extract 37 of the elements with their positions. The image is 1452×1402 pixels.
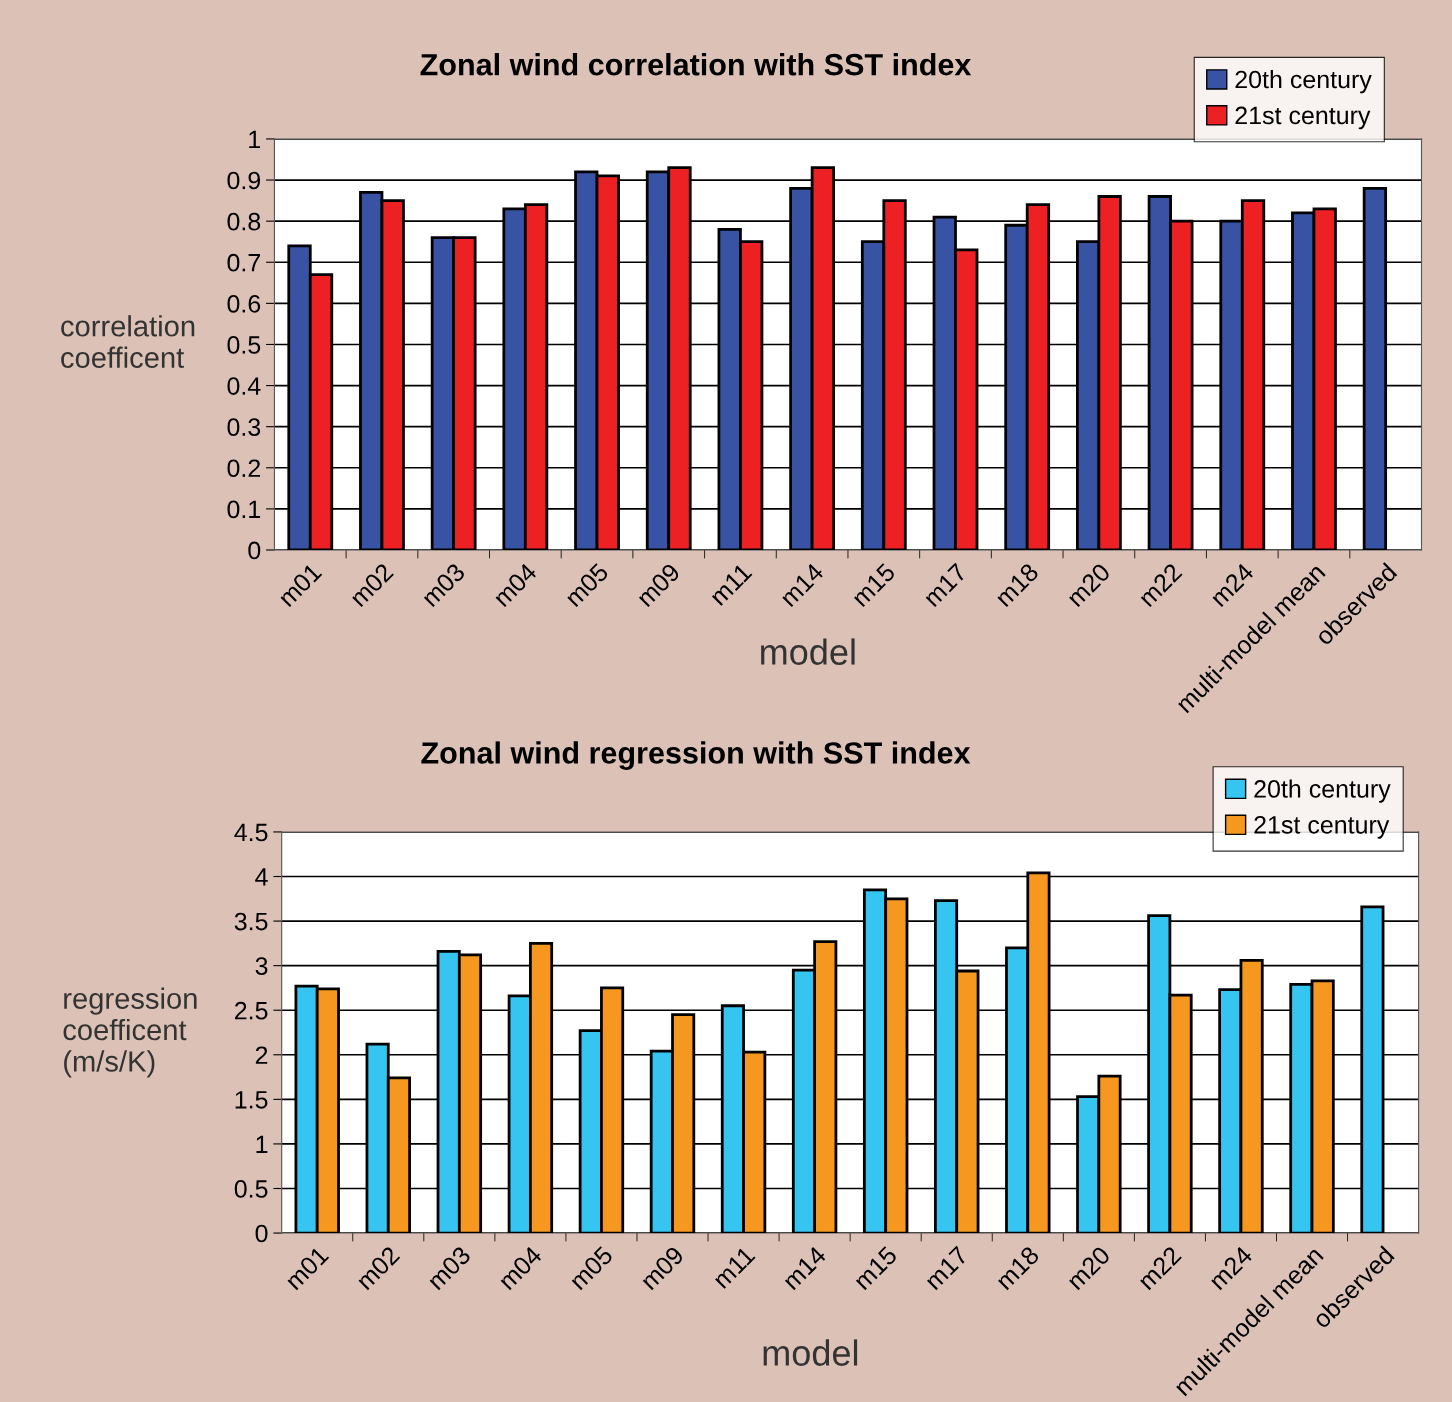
legend-label: 20th century bbox=[1235, 70, 1372, 94]
y-tick-label: 1.5 bbox=[235, 1091, 268, 1109]
y-tick-label: 0.5 bbox=[234, 1180, 268, 1198]
legend-label: 20th century bbox=[1254, 779, 1391, 803]
y-tick-label: 2 bbox=[255, 1046, 268, 1064]
y-tick-label: 0.1 bbox=[227, 500, 261, 519]
y-tick-label: 3.5 bbox=[234, 912, 268, 931]
y-tick-label: 0.3 bbox=[227, 418, 261, 436]
x-axis-title: model bbox=[763, 1339, 858, 1366]
y-tick-label: 0.5 bbox=[227, 336, 261, 354]
y-tick-label: 0 bbox=[248, 541, 261, 560]
chart-title: Zonal wind regression with SST index bbox=[421, 741, 971, 770]
y-tick-label: 0.7 bbox=[227, 253, 260, 272]
y-tick-label: 4.5 bbox=[234, 823, 268, 842]
y-tick-label: 1 bbox=[256, 1135, 268, 1153]
y-axis-title: regression coefficent (m/s/K) bbox=[63, 987, 197, 1078]
chart-title: Zonal wind correlation with SST index bbox=[420, 53, 972, 76]
x-tick-label: m11 bbox=[709, 562, 753, 606]
y-tick-label: 2.5 bbox=[235, 1001, 268, 1020]
x-tick-label: m09 bbox=[639, 1245, 685, 1291]
x-tick-label: m09 bbox=[635, 562, 681, 608]
y-tick-label: 1 bbox=[249, 130, 261, 148]
x-tick-label: m11 bbox=[712, 1245, 756, 1289]
y-tick-label: 0 bbox=[255, 1224, 268, 1243]
legend-label: 21st century bbox=[1254, 816, 1390, 839]
x-tick-label: m01 bbox=[284, 1245, 330, 1291]
x-axis-title: model bbox=[761, 638, 855, 665]
y-tick-label: 0.4 bbox=[227, 377, 261, 395]
y-axis-title: correlation coefficent bbox=[61, 315, 195, 369]
y-tick-label: 0.9 bbox=[227, 171, 261, 190]
y-tick-label: 0.8 bbox=[227, 212, 261, 231]
y-tick-label: 0.2 bbox=[227, 459, 260, 478]
x-tick-label: m01 bbox=[277, 562, 323, 608]
legend-label: 21st century bbox=[1235, 106, 1371, 130]
y-tick-label: 4 bbox=[255, 868, 268, 886]
y-tick-label: 3 bbox=[255, 957, 268, 975]
y-tick-label: 0.6 bbox=[227, 294, 261, 313]
